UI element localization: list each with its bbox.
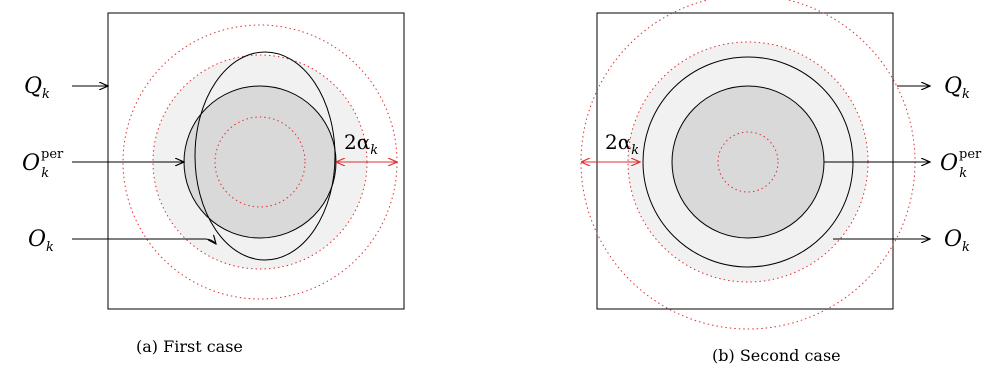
panel-second-case: Qk Oper k Ok 2αk (b) Second case: [580, 0, 982, 365]
label-o-per: Oper k: [940, 147, 982, 181]
label-2alpha: 2αk: [605, 130, 639, 158]
o-ellipse: [194, 51, 336, 261]
caption-second-case: (b) Second case: [712, 346, 841, 365]
label-o: Ok: [28, 227, 54, 255]
label-2alpha: 2αk: [344, 130, 378, 158]
label-o: Ok: [944, 227, 970, 255]
caption-first-case: (a) First case: [136, 337, 243, 356]
arrow-o: [72, 239, 216, 244]
label-o-per: Oper k: [22, 147, 64, 181]
o-per-disk: [671, 85, 825, 239]
label-q: Qk: [944, 74, 970, 102]
label-q: Qk: [24, 74, 50, 102]
inner-dotted-circle: [214, 116, 306, 208]
panel-first-case: Qk Oper k Ok 2αk (a) First case: [22, 12, 405, 356]
inner-dotted-circle: [717, 131, 779, 193]
